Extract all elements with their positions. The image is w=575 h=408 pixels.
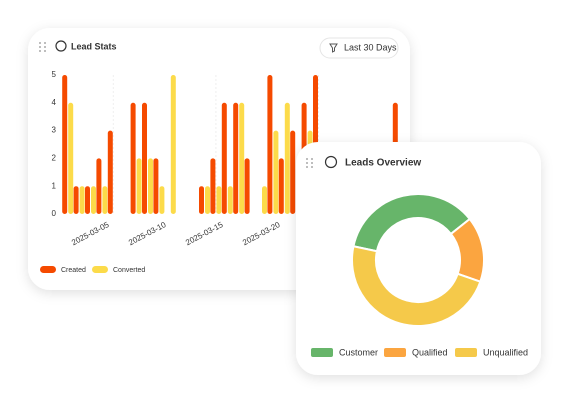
donut-slice: [351, 245, 482, 327]
bar: [107, 130, 113, 214]
legend-label: Created: [61, 267, 86, 274]
y-tick-label: 0: [52, 209, 57, 218]
bar: [221, 102, 227, 214]
y-tick-label: 1: [52, 181, 57, 190]
legend-swatch: [384, 348, 406, 357]
bar: [68, 102, 74, 214]
legend-swatch: [311, 348, 333, 357]
y-tick-label: 2: [52, 154, 57, 163]
bar: [142, 102, 147, 214]
bar: [210, 158, 216, 214]
legend-swatch: [455, 348, 477, 357]
icon: [324, 155, 338, 169]
filter-label[interactable]: Last 30 Days: [344, 42, 397, 52]
bar: [290, 130, 296, 214]
bar: [148, 158, 153, 214]
legend-swatch: [92, 266, 108, 273]
icon: [55, 40, 67, 52]
bar: [239, 102, 245, 214]
card-bg: [296, 142, 541, 375]
filter-icon: [329, 43, 338, 53]
bar: [199, 186, 204, 214]
bar: [153, 158, 159, 214]
legend-label: Customer: [339, 347, 378, 357]
y-tick-label: 5: [52, 70, 57, 79]
bar: [233, 102, 239, 214]
card-title: Lead Stats: [71, 41, 117, 51]
card-title: Leads Overview: [345, 158, 421, 169]
bar: [216, 186, 222, 214]
legend-label: Qualified: [412, 347, 448, 357]
leads-overview-card: Leads Overview Customer Qualified Unqualif…: [296, 142, 541, 375]
bar: [79, 186, 85, 214]
bar: [159, 186, 165, 214]
bar: [130, 102, 136, 214]
bar: [96, 158, 102, 214]
drag-handle[interactable]: [306, 158, 313, 168]
donut-slice: [352, 193, 472, 253]
filter-button[interactable]: [319, 37, 399, 59]
bar: [102, 186, 108, 214]
bar: [170, 75, 176, 214]
y-tick-label: 4: [52, 98, 57, 107]
bar: [205, 186, 210, 214]
lead-stats-card: Lead Stats Last 30 Days 0123452025-03-05…: [28, 28, 410, 290]
bar: [136, 158, 142, 214]
bar: [227, 186, 233, 214]
legend-label: Unqualified: [483, 347, 528, 357]
bar: [73, 186, 79, 214]
bar: [62, 75, 68, 214]
bar: [273, 130, 279, 214]
legend-swatch: [40, 266, 56, 273]
bar: [91, 186, 96, 214]
y-tick-label: 3: [52, 126, 57, 135]
bar: [267, 75, 273, 214]
bar: [244, 158, 250, 214]
bar: [278, 158, 284, 214]
bar: [284, 102, 290, 214]
bar: [262, 186, 267, 214]
bar: [85, 186, 90, 214]
legend-label: Converted: [113, 267, 145, 274]
drag-handle[interactable]: [39, 42, 46, 52]
